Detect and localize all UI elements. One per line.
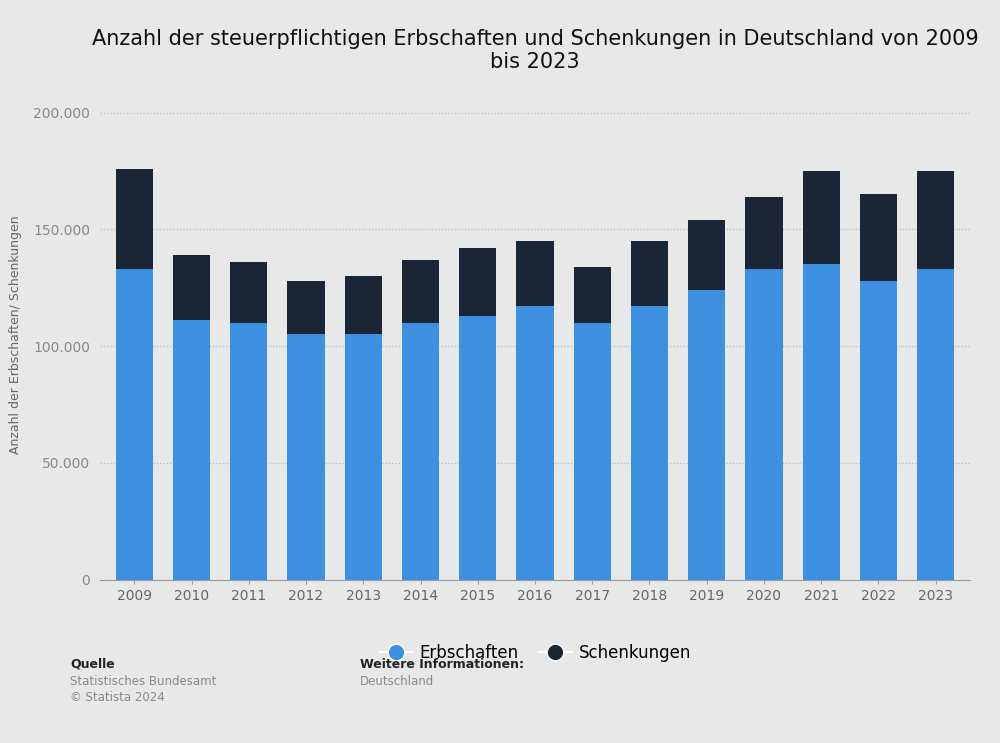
Legend: Erbschaften, Schenkungen: Erbschaften, Schenkungen [373, 637, 697, 668]
Bar [803, 265, 840, 580]
Bar [287, 281, 325, 334]
Bar [631, 306, 668, 580]
Bar [287, 334, 325, 580]
Bar [345, 334, 382, 580]
Text: Statistisches Bundesamt: Statistisches Bundesamt [70, 675, 216, 687]
Bar [860, 281, 897, 580]
Y-axis label: Anzahl der Erbschaften/ Schenkungen: Anzahl der Erbschaften/ Schenkungen [9, 215, 22, 454]
Bar [688, 290, 725, 580]
Title: Anzahl der steuerpflichtigen Erbschaften und Schenkungen in Deutschland von 2009: Anzahl der steuerpflichtigen Erbschaften… [92, 29, 978, 72]
Bar [631, 241, 668, 306]
Text: © Statista 2024: © Statista 2024 [70, 691, 165, 704]
Bar [459, 248, 496, 316]
Bar [230, 322, 267, 580]
Bar [745, 197, 783, 269]
Bar [116, 269, 153, 580]
Bar [917, 269, 954, 580]
Bar [516, 241, 554, 306]
Bar [173, 320, 210, 580]
Bar [688, 220, 725, 290]
Bar [574, 322, 611, 580]
Bar [574, 267, 611, 322]
Text: Weitere Informationen:: Weitere Informationen: [360, 658, 524, 670]
Bar [345, 276, 382, 334]
Bar [516, 306, 554, 580]
Bar [745, 269, 783, 580]
Bar [402, 259, 439, 322]
Bar [402, 322, 439, 580]
Text: Deutschland: Deutschland [360, 675, 434, 687]
Bar [459, 316, 496, 580]
Bar [803, 171, 840, 265]
Bar [917, 171, 954, 269]
Bar [860, 194, 897, 281]
Text: Quelle: Quelle [70, 658, 115, 670]
Bar [230, 262, 267, 322]
Bar [173, 255, 210, 320]
Bar [116, 169, 153, 269]
